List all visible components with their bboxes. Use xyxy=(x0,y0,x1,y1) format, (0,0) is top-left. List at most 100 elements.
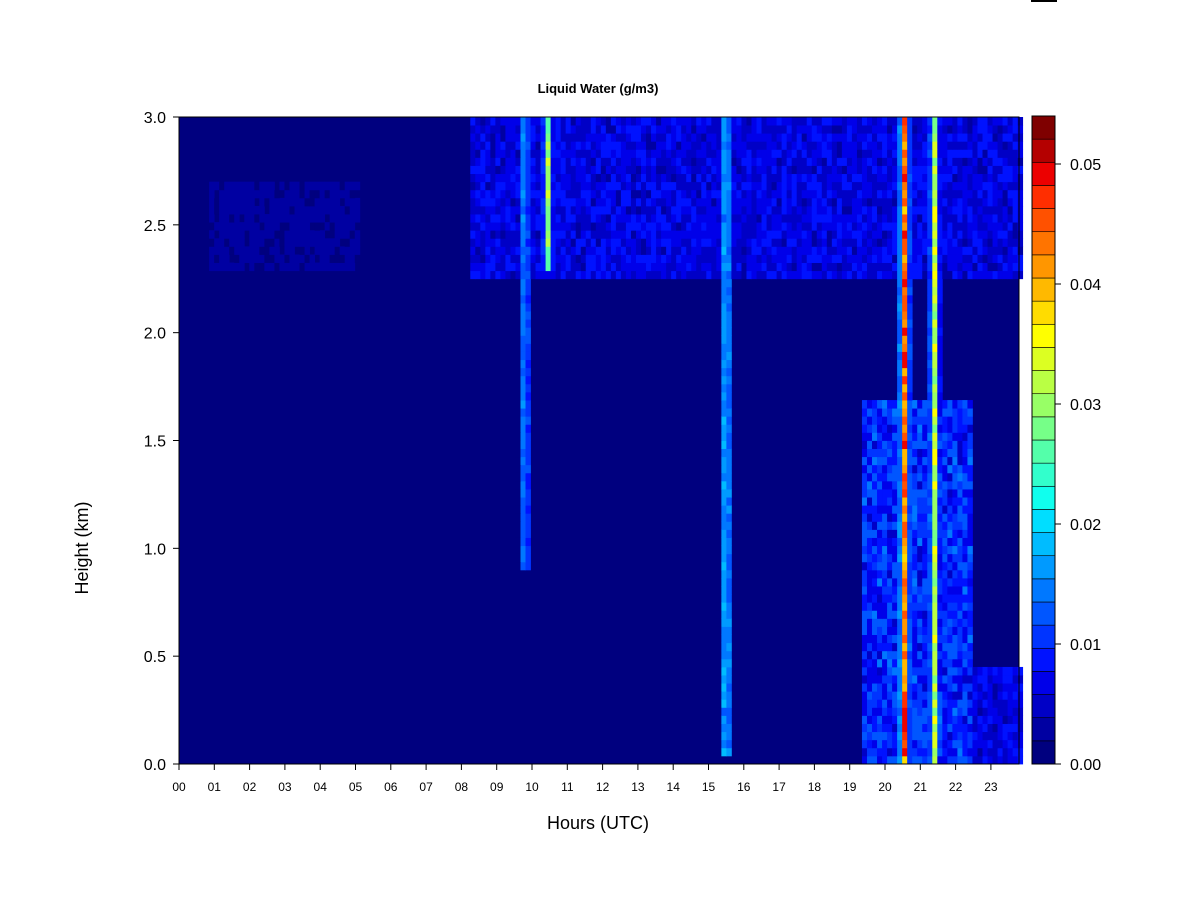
heatmap-cell xyxy=(520,343,526,352)
heatmap-cell xyxy=(947,270,953,280)
heatmap-cell xyxy=(726,448,732,458)
heatmap-cell xyxy=(1017,173,1024,183)
heatmap-cell xyxy=(686,149,692,158)
heatmap-cell xyxy=(922,699,928,708)
heatmap-cell xyxy=(942,230,948,239)
heatmap-cell xyxy=(711,262,717,272)
heatmap-cell xyxy=(967,246,973,255)
heatmap-cell xyxy=(249,189,255,199)
heatmap-cell xyxy=(661,222,667,231)
heatmap-cell xyxy=(294,238,300,247)
heatmap-cell xyxy=(897,141,903,150)
heatmap-cell xyxy=(485,141,491,150)
heatmap-cell xyxy=(264,189,270,199)
heatmap-cell xyxy=(877,683,883,692)
heatmap-cell xyxy=(892,715,898,724)
heatmap-cell xyxy=(892,222,898,231)
heatmap-cell xyxy=(897,424,903,433)
heatmap-cell xyxy=(761,222,767,231)
heatmap-cell xyxy=(942,618,948,627)
heatmap-cell xyxy=(495,117,501,126)
heatmap-cell xyxy=(500,205,506,215)
heatmap-cell xyxy=(887,602,893,611)
heatmap-cell xyxy=(691,157,697,166)
heatmap-cell xyxy=(1012,165,1019,175)
heatmap-cell xyxy=(831,254,838,263)
heatmap-cell xyxy=(681,141,687,150)
heatmap-cell xyxy=(1012,230,1019,239)
heatmap-cell xyxy=(877,472,883,482)
heatmap-cell xyxy=(1017,117,1024,126)
heatmap-cell xyxy=(716,699,722,708)
heatmap-cell xyxy=(666,197,672,207)
heatmap-cell xyxy=(947,521,953,530)
heatmap-cell xyxy=(681,157,687,166)
heatmap-cell xyxy=(887,205,893,215)
heatmap-cell xyxy=(962,214,968,223)
heatmap-cell xyxy=(500,165,506,175)
heatmap-cell xyxy=(967,424,973,433)
heatmap-cell xyxy=(676,230,682,239)
heatmap-cell xyxy=(279,205,285,215)
heatmap-cell xyxy=(490,125,496,134)
heatmap-cell xyxy=(947,626,953,635)
heatmap-cell xyxy=(877,141,883,150)
heatmap-cell xyxy=(997,181,1003,191)
heatmap-cell xyxy=(736,133,742,142)
heatmap-cell xyxy=(525,513,531,522)
heatmap-cell xyxy=(912,408,918,417)
heatmap-cell xyxy=(726,367,732,377)
heatmap-cell xyxy=(726,125,732,134)
heatmap-cell xyxy=(319,189,326,199)
heatmap-cell xyxy=(816,262,823,272)
heatmap-cell xyxy=(907,472,913,482)
heatmap-cell xyxy=(741,262,747,272)
heatmap-cell xyxy=(967,626,973,635)
heatmap-cell xyxy=(580,141,587,150)
heatmap-cell xyxy=(892,691,898,700)
heatmap-cell xyxy=(872,416,878,425)
heatmap-cell xyxy=(907,456,913,466)
heatmap-cell xyxy=(887,513,893,522)
heatmap-cell xyxy=(796,214,803,223)
heatmap-cell xyxy=(334,230,341,239)
heatmap-cell xyxy=(912,246,918,255)
heatmap-cell xyxy=(339,262,346,272)
heatmap-cell xyxy=(686,262,692,272)
heatmap-cell xyxy=(661,125,667,134)
heatmap-cell xyxy=(846,133,853,142)
heatmap-cell xyxy=(932,642,938,652)
heatmap-cell xyxy=(284,238,290,247)
heatmap-cell xyxy=(882,133,888,142)
heatmap-cell xyxy=(219,214,225,223)
heatmap-cell xyxy=(877,400,883,409)
heatmap-cell xyxy=(781,270,788,280)
heatmap-cell xyxy=(646,173,652,183)
heatmap-cell xyxy=(806,117,813,126)
heatmap-cell xyxy=(967,254,973,263)
heatmap-cell xyxy=(1017,755,1024,765)
heatmap-cell xyxy=(219,189,225,199)
heatmap-cell xyxy=(279,197,285,207)
heatmap-cell xyxy=(892,246,898,255)
heatmap-cell xyxy=(877,634,883,644)
heatmap-cell xyxy=(866,577,873,587)
heatmap-cell xyxy=(897,691,903,700)
heatmap-cell xyxy=(565,173,572,183)
heatmap-cell xyxy=(610,214,617,223)
heatmap-cell xyxy=(861,739,868,749)
heatmap-cell xyxy=(525,327,531,336)
heatmap-cell xyxy=(475,141,481,150)
heatmap-cell xyxy=(1017,165,1024,175)
heatmap-cell xyxy=(856,270,863,280)
heatmap-cell xyxy=(866,464,873,474)
heatmap-cell xyxy=(841,157,848,166)
heatmap-cell xyxy=(791,149,798,158)
heatmap-cell xyxy=(726,327,732,336)
heatmap-cell xyxy=(671,189,677,199)
heatmap-cell xyxy=(354,181,361,191)
heatmap-cell xyxy=(580,238,587,247)
heatmap-cell xyxy=(821,254,828,263)
heatmap-cell xyxy=(726,658,732,668)
heatmap-cell xyxy=(967,650,973,660)
